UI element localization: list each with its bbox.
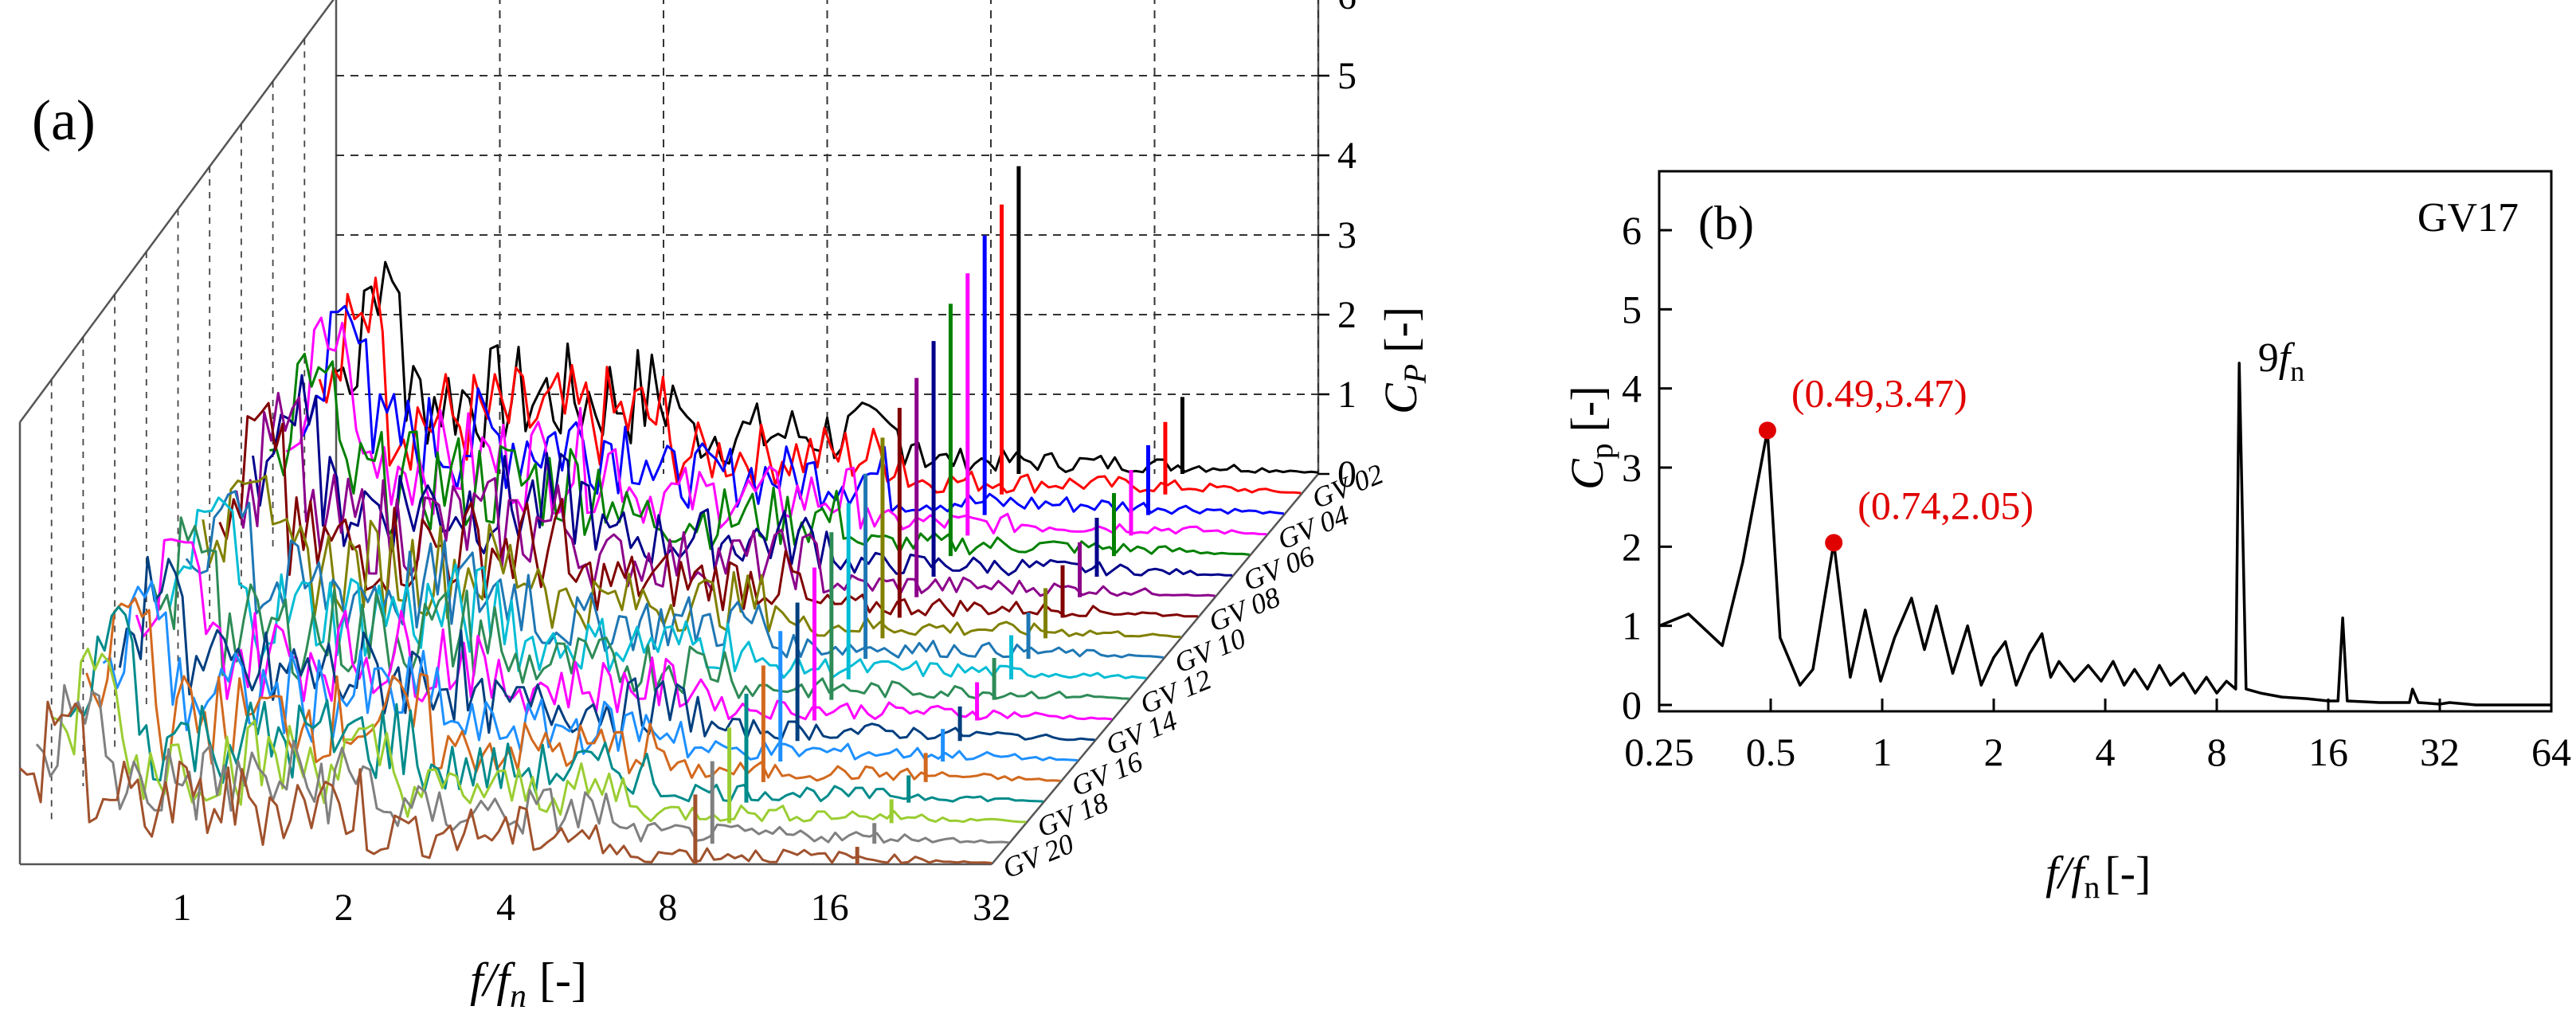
- x-tick-label: 2: [1984, 730, 2004, 774]
- x-tick-label: 8: [2207, 730, 2227, 774]
- panel-a-series-lines: [18, 166, 1319, 864]
- series-line: [335, 260, 1319, 474]
- panel-a-x-axis-label: f/fn [-]: [470, 953, 587, 1014]
- series-line: [35, 683, 1009, 844]
- peak-label: (0.74,2.05): [1858, 483, 2034, 527]
- peak-marker: [1758, 421, 1776, 440]
- panel-a-z-tick-labels: 0 1 2 3 4 5 6: [1318, 0, 1357, 495]
- series-line: [18, 700, 992, 864]
- x-tick-label: 0.5: [1746, 730, 1796, 774]
- series-label: GV 04: [1273, 499, 1353, 556]
- series-line: [269, 352, 1250, 556]
- panel-b-y-axis-label: Cp[-]: [1561, 386, 1619, 490]
- x-tick-label: 16: [2308, 730, 2348, 774]
- panel-a-z-axis-label: CP[-]: [1375, 307, 1433, 414]
- panel-b-9fn-annotation: 9fn: [2258, 335, 2304, 387]
- panel-a-x-tick-labels: 1 2 4 8 16 32: [172, 887, 1011, 929]
- series-line: [102, 580, 1078, 761]
- series-line: [235, 391, 1216, 597]
- x-tick-label: 1: [1873, 730, 1893, 774]
- panel-b-line-chart: (b) GV17 0 1 2 3 4 5 6 0.25 0.5 1 2 4 8 16 32 64 (0.49…: [1561, 170, 2571, 905]
- series-line: [69, 605, 1043, 803]
- panel-b-plot-frame: [1658, 170, 2553, 713]
- y-tick-label: 2: [1622, 524, 1642, 569]
- series-label: GV 20: [998, 828, 1079, 885]
- series-label: GV 18: [1032, 786, 1113, 844]
- x-tick-label: 2: [335, 887, 354, 929]
- y-tick-label: 5: [1622, 287, 1642, 331]
- series-label: GV 06: [1239, 540, 1319, 597]
- x-tick-label: 4: [496, 887, 515, 929]
- y-tick-label: 1: [1622, 604, 1642, 648]
- z-tick-label: 2: [1337, 294, 1357, 336]
- x-tick-label: 32: [973, 887, 1011, 929]
- panel-b-markers: (0.49,3.47) (0.74,2.05): [1758, 370, 2034, 552]
- z-tick-label: 4: [1337, 135, 1357, 177]
- series-line: [252, 374, 1233, 577]
- series-line: [151, 516, 1129, 700]
- panel-b-y-ticks: 0 1 2 3 4 5 6: [1622, 208, 1672, 727]
- x-tick-label: 0.25: [1624, 730, 1694, 774]
- z-tick-label: 6: [1337, 0, 1357, 18]
- peak-label: (0.49,3.47): [1791, 370, 1967, 415]
- panel-b-label: (b): [1698, 197, 1754, 249]
- panel-a-label: (a): [32, 88, 96, 152]
- y-tick-label: 3: [1622, 445, 1642, 490]
- series-line: [53, 648, 1027, 824]
- z-tick-label: 0: [1337, 453, 1357, 495]
- series-line: [185, 490, 1164, 659]
- x-tick-label: 1: [172, 887, 191, 929]
- y-tick-label: 6: [1622, 208, 1642, 253]
- series-line: [318, 276, 1302, 495]
- series-label: GV 16: [1067, 746, 1147, 803]
- z-tick-label: 5: [1337, 55, 1357, 97]
- series-label: GV 10: [1170, 622, 1251, 679]
- series-line: [285, 316, 1267, 536]
- x-tick-label: 32: [2420, 730, 2460, 774]
- panel-b-x-ticks: 0.25 0.5 1 2 4 8 16 32 64: [1624, 699, 2571, 774]
- series-label: GV 08: [1204, 581, 1285, 638]
- x-tick-label: 64: [2531, 730, 2571, 774]
- series-label: GV 14: [1101, 704, 1181, 761]
- z-tick-label: 3: [1337, 214, 1357, 256]
- panel-b-series-line: [1658, 362, 2551, 707]
- x-tick-label: 8: [658, 887, 677, 929]
- series-label: GV 12: [1136, 663, 1216, 720]
- right-floor-edge: [991, 473, 1319, 865]
- panel-b-x-axis-label: f/fn [-]: [2046, 847, 2151, 905]
- z-tick-label: 1: [1337, 374, 1357, 416]
- y-tick-label: 0: [1622, 683, 1642, 727]
- x-tick-label: 4: [2096, 730, 2116, 774]
- x-tick-label: 16: [811, 887, 849, 929]
- series-line: [301, 304, 1284, 515]
- series-line: [202, 474, 1181, 639]
- peak-marker: [1825, 534, 1843, 552]
- y-tick-label: 4: [1622, 366, 1642, 411]
- panel-b-series-label: GV17: [2417, 195, 2519, 241]
